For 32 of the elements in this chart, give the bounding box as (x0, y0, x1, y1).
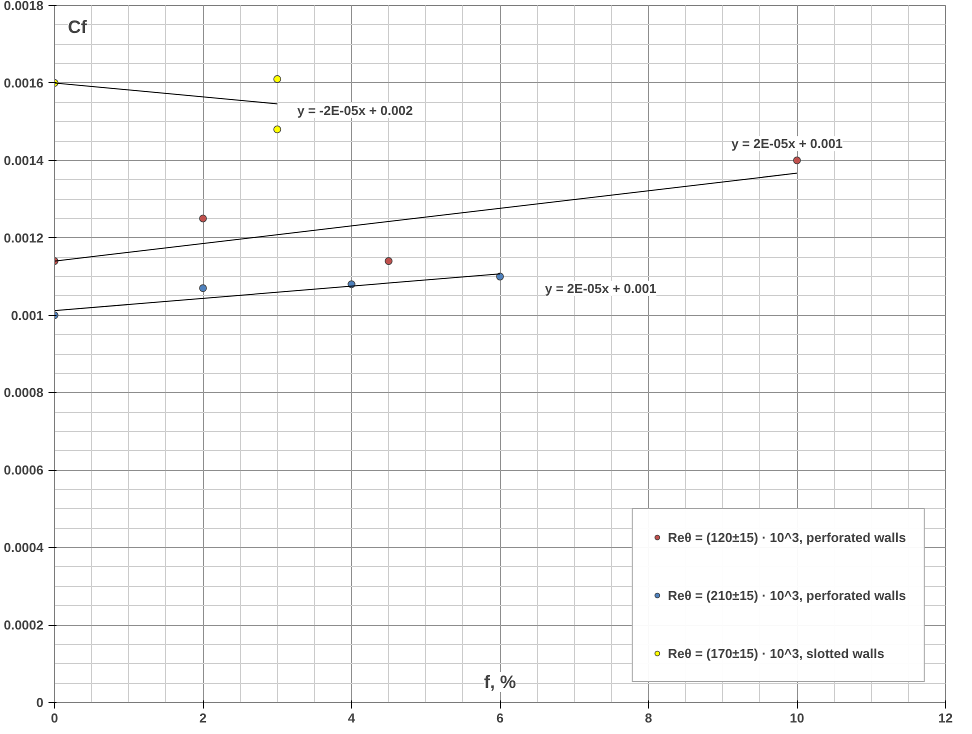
point (384, 257, 393, 265)
y-tick-label: 0.0016 (4, 75, 44, 90)
point (273, 75, 282, 83)
legend-label: Reθ = (120±15) · 10^3, perforated walls (668, 530, 906, 544)
x-tick-label: 2 (199, 710, 207, 726)
legend-label: Reθ = (170±15) · 10^3, slotted walls (668, 646, 884, 660)
y-tick-label: 0.0014 (4, 152, 44, 168)
x-tick-label: 8 (644, 710, 652, 726)
y-axis-title: Cf (68, 16, 88, 37)
x-tick-label: 10 (790, 710, 804, 726)
legend-label: Reθ = (210±15) · 10^3, perforated walls (668, 588, 906, 602)
y-tick-label: 0.0008 (4, 385, 44, 400)
x-tick-label: 4 (348, 710, 356, 726)
point (199, 214, 207, 222)
point (793, 156, 801, 164)
annotation: y = 2E-05x + 0.001 (731, 136, 843, 152)
point (496, 272, 504, 280)
x-tick-label: 6 (496, 710, 504, 726)
annotation: y = -2E-05x + 0.002 (297, 102, 413, 118)
y-tick-label: 0.0006 (4, 462, 44, 478)
x-tick-label: 12 (938, 710, 953, 726)
annotation: y = 2E-05x + 0.001 (545, 280, 656, 296)
x-tick-label: 0 (50, 710, 58, 726)
point (199, 284, 207, 292)
point (273, 126, 282, 134)
y-tick-label: 0.001 (10, 308, 44, 323)
y-tick-label: 0.0018 (4, 0, 44, 13)
y-tick-label: 0.0012 (4, 230, 44, 246)
y-tick-label: 0.0004 (4, 540, 44, 556)
x-axis-title: f, % (484, 672, 516, 692)
y-tick-label: 0.0002 (4, 618, 44, 633)
y-tick-label: 0 (36, 695, 44, 710)
